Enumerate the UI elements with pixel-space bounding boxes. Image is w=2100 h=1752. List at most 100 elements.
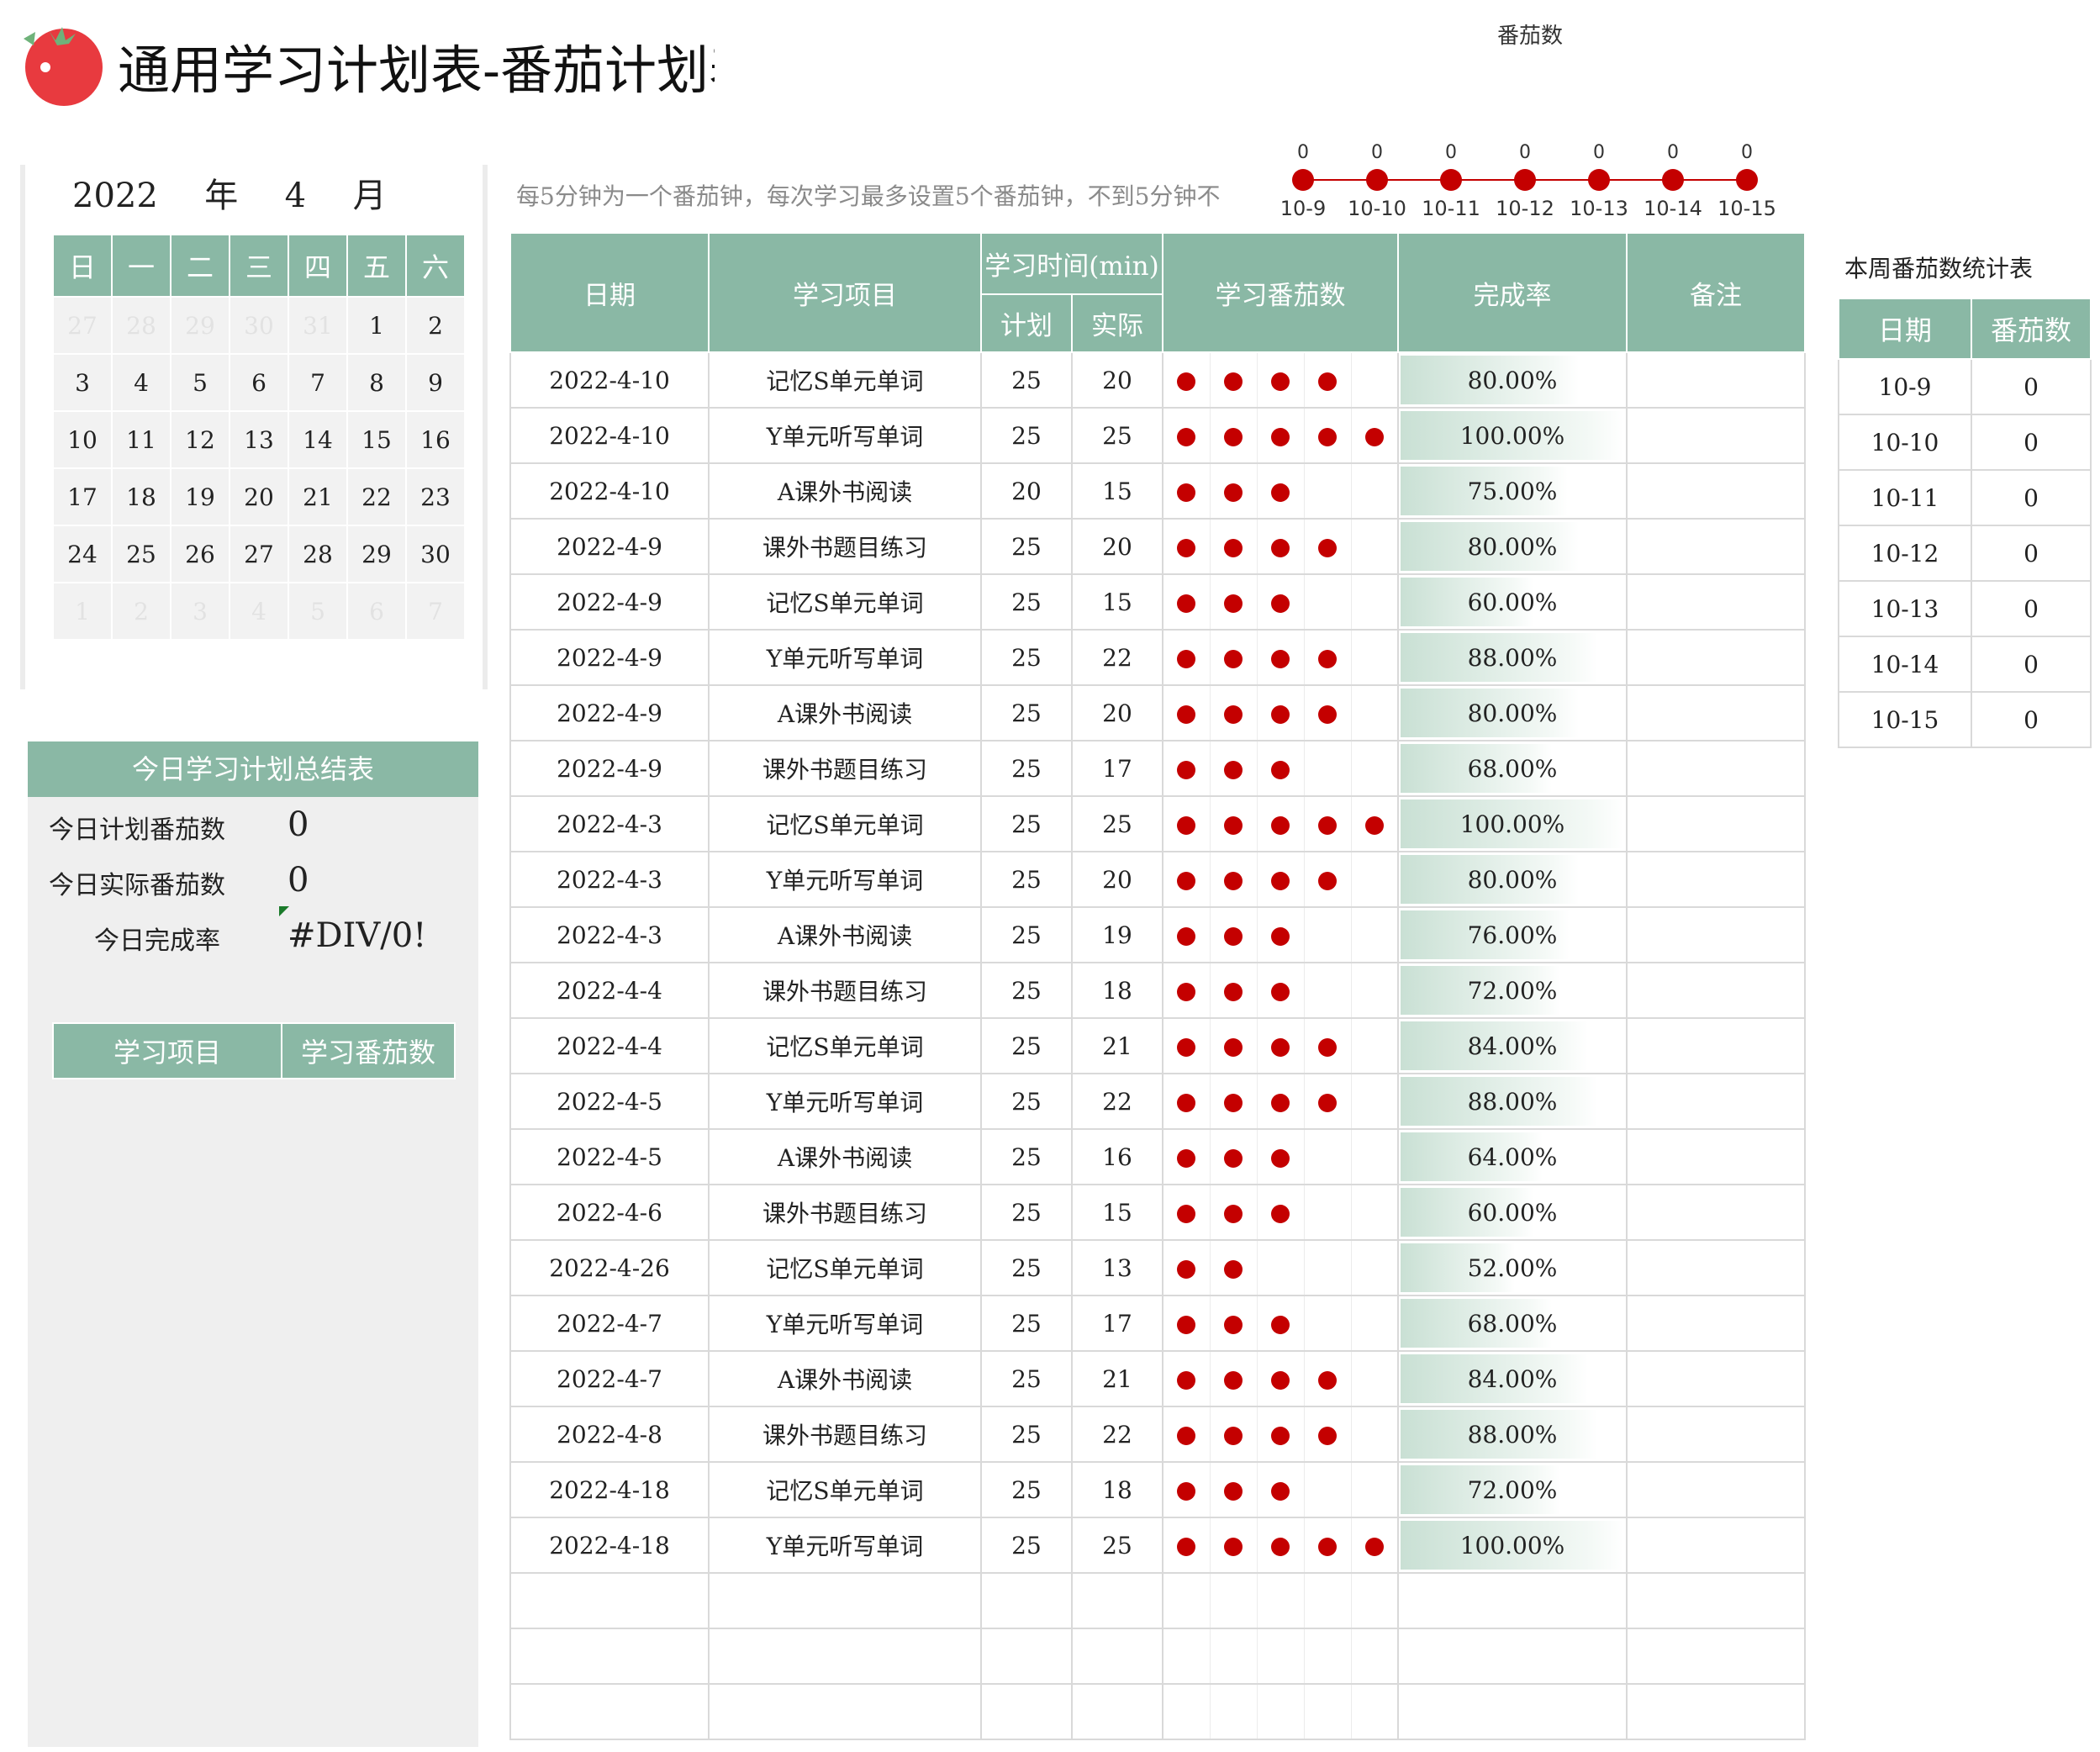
empty-cell[interactable] <box>1256 1572 1305 1629</box>
empty-row[interactable] <box>509 1572 1806 1629</box>
tomato-slot[interactable] <box>1303 962 1352 1019</box>
empty-cell[interactable] <box>1626 1572 1806 1629</box>
completion-rate-cell[interactable]: 88.00% <box>1397 1406 1628 1463</box>
tomato-slot[interactable] <box>1162 1128 1211 1185</box>
empty-cell[interactable] <box>1397 1683 1628 1740</box>
tomato-slot[interactable] <box>1303 1239 1352 1296</box>
plan-minutes-cell[interactable]: 25 <box>980 1184 1073 1241</box>
tomato-slot[interactable] <box>1256 795 1305 852</box>
empty-cell[interactable] <box>1626 1683 1806 1740</box>
actual-minutes-cell[interactable]: 16 <box>1071 1128 1163 1185</box>
tomato-slot[interactable] <box>1303 1017 1352 1074</box>
calendar-day[interactable]: 24 <box>52 525 113 583</box>
tomato-slot[interactable] <box>1162 1184 1211 1241</box>
actual-minutes-cell[interactable]: 25 <box>1071 407 1163 464</box>
completion-rate-cell[interactable]: 80.00% <box>1397 351 1628 409</box>
project-cell[interactable]: A课外书阅读 <box>708 684 982 741</box>
calendar-day[interactable]: 2 <box>405 296 466 355</box>
project-cell[interactable]: Y单元听写单词 <box>708 1517 982 1574</box>
tomato-slot[interactable] <box>1209 518 1258 575</box>
actual-minutes-cell[interactable]: 17 <box>1071 1295 1163 1352</box>
actual-minutes-cell[interactable]: 19 <box>1071 906 1163 963</box>
tomato-slot[interactable] <box>1162 629 1211 686</box>
tomato-slot[interactable] <box>1303 1184 1352 1241</box>
tomato-slot[interactable] <box>1209 684 1258 741</box>
tomato-slot[interactable] <box>1162 573 1211 631</box>
empty-cell[interactable] <box>1626 1628 1806 1685</box>
calendar-day[interactable]: 18 <box>111 467 171 526</box>
tomato-slot[interactable] <box>1209 1517 1258 1574</box>
tomato-slot[interactable] <box>1256 629 1305 686</box>
project-cell[interactable]: Y单元听写单词 <box>708 1295 982 1352</box>
weekly-date-cell[interactable]: 10-15 <box>1838 691 1972 748</box>
completion-rate-cell[interactable]: 80.00% <box>1397 518 1628 575</box>
tomato-slot[interactable] <box>1162 462 1211 520</box>
actual-minutes-cell[interactable]: 17 <box>1071 740 1163 797</box>
plan-minutes-cell[interactable]: 25 <box>980 851 1073 908</box>
calendar-day[interactable]: 30 <box>229 296 289 355</box>
header-tomatoes[interactable]: 学习番茄数 <box>1162 232 1399 353</box>
completion-rate-cell[interactable]: 88.00% <box>1397 629 1628 686</box>
weekly-count-cell[interactable]: 0 <box>1971 414 2092 471</box>
plan-minutes-cell[interactable]: 25 <box>980 1073 1073 1130</box>
actual-minutes-cell[interactable]: 18 <box>1071 1461 1163 1518</box>
date-cell[interactable]: 2022-4-9 <box>509 684 710 741</box>
remark-cell[interactable] <box>1626 629 1806 686</box>
weekly-count-cell[interactable]: 0 <box>1971 636 2092 693</box>
tomato-slot[interactable] <box>1303 1350 1352 1407</box>
data-point[interactable] <box>1588 169 1610 191</box>
remark-cell[interactable] <box>1626 1184 1806 1241</box>
header-plan[interactable]: 计划 <box>980 293 1073 353</box>
date-cell[interactable]: 2022-4-9 <box>509 740 710 797</box>
remark-cell[interactable] <box>1626 1406 1806 1463</box>
tomato-slot[interactable] <box>1256 1350 1305 1407</box>
empty-cell[interactable] <box>1256 1683 1305 1740</box>
empty-row[interactable] <box>509 1683 1806 1740</box>
calendar-day[interactable]: 17 <box>52 467 113 526</box>
weekly-row[interactable]: 10-11 0 <box>1838 469 2092 526</box>
tomato-slot[interactable] <box>1209 906 1258 963</box>
empty-cell[interactable] <box>1209 1628 1258 1685</box>
tomato-slot[interactable] <box>1303 518 1352 575</box>
tomato-slot[interactable] <box>1303 1295 1352 1352</box>
table-row[interactable]: 2022-4-7 Y单元听写单词 25 17 68.00% <box>509 1295 1806 1352</box>
tomato-slot[interactable] <box>1303 351 1352 409</box>
date-cell[interactable]: 2022-4-26 <box>509 1239 710 1296</box>
date-cell[interactable]: 2022-4-7 <box>509 1295 710 1352</box>
remark-cell[interactable] <box>1626 518 1806 575</box>
tomato-slot[interactable] <box>1209 1239 1258 1296</box>
table-row[interactable]: 2022-4-10 Y单元听写单词 25 25 100.00% <box>509 407 1806 464</box>
tomato-slot[interactable] <box>1350 740 1399 797</box>
calendar-day[interactable]: 12 <box>170 410 230 469</box>
empty-cell[interactable] <box>708 1683 982 1740</box>
empty-cell[interactable] <box>980 1572 1073 1629</box>
actual-minutes-cell[interactable]: 22 <box>1071 1406 1163 1463</box>
plan-minutes-cell[interactable]: 25 <box>980 407 1073 464</box>
tomato-slot[interactable] <box>1162 1017 1211 1074</box>
actual-minutes-cell[interactable]: 22 <box>1071 1073 1163 1130</box>
tomato-slot[interactable] <box>1209 1128 1258 1185</box>
tomato-slot[interactable] <box>1303 462 1352 520</box>
tomato-slot[interactable] <box>1256 962 1305 1019</box>
empty-cell[interactable] <box>1397 1572 1628 1629</box>
empty-cell[interactable] <box>1397 1628 1628 1685</box>
planned-tomatoes-value[interactable]: 0 <box>288 805 309 844</box>
completion-rate-cell[interactable]: 76.00% <box>1397 906 1628 963</box>
plan-minutes-cell[interactable]: 25 <box>980 1128 1073 1185</box>
empty-cell[interactable] <box>1071 1628 1163 1685</box>
tomato-slot[interactable] <box>1162 1461 1211 1518</box>
plan-minutes-cell[interactable]: 25 <box>980 351 1073 409</box>
tomato-slot[interactable] <box>1350 1517 1399 1574</box>
date-cell[interactable]: 2022-4-4 <box>509 1017 710 1074</box>
weekly-row[interactable]: 10-10 0 <box>1838 414 2092 471</box>
completion-rate-cell[interactable]: 84.00% <box>1397 1017 1628 1074</box>
empty-cell[interactable] <box>1303 1683 1352 1740</box>
project-cell[interactable]: A课外书阅读 <box>708 1128 982 1185</box>
tomato-slot[interactable] <box>1256 1017 1305 1074</box>
table-row[interactable]: 2022-4-4 记忆S单元单词 25 21 84.00% <box>509 1017 1806 1074</box>
plan-minutes-cell[interactable]: 25 <box>980 1295 1073 1352</box>
tomato-slot[interactable] <box>1162 851 1211 908</box>
weekly-date-cell[interactable]: 10-12 <box>1838 525 1972 582</box>
daily-project-header[interactable]: 学习项目 <box>52 1022 282 1079</box>
table-row[interactable]: 2022-4-10 记忆S单元单词 25 20 80.00% <box>509 351 1806 409</box>
